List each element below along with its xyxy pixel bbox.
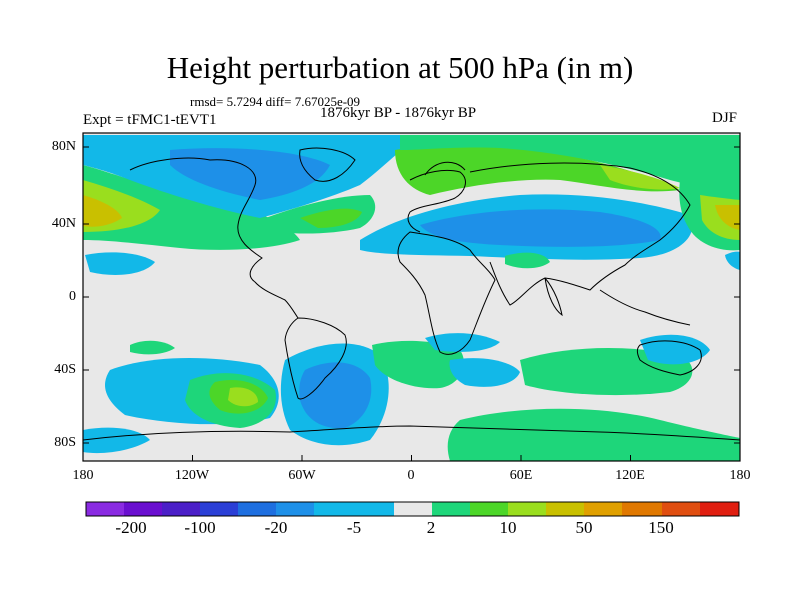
- colorbar-label: -20: [264, 518, 288, 537]
- experiment-label: Expt = tFMC1-tEVT1: [83, 112, 217, 128]
- contour-indian-blue: [425, 333, 500, 352]
- lon-label: 60E: [509, 468, 533, 483]
- lat-label: 0: [69, 289, 76, 304]
- lon-label: 120E: [615, 468, 645, 483]
- contour-gulf-blue: [85, 252, 155, 275]
- lat-label: 40S: [54, 362, 76, 377]
- contour-europe-green: [395, 144, 680, 195]
- rmsd-diff-stats: rmsd= 5.7294 diff= 7.67025e-09: [190, 94, 361, 109]
- contour-south-indian-blue: [449, 358, 520, 387]
- colorbar-box: [622, 502, 662, 516]
- colorbar-box: [394, 502, 432, 516]
- contour-north-pacific-peak: [83, 195, 122, 227]
- contour-south-pacific-peak: [228, 387, 258, 407]
- colorbar-box: [584, 502, 622, 516]
- coast-africa: [397, 231, 496, 355]
- coast-asia: [469, 162, 691, 306]
- contour-europe-core: [600, 165, 680, 190]
- coastlines: [83, 147, 740, 441]
- contour-arabia-green: [505, 252, 550, 269]
- coast-europe: [407, 169, 466, 233]
- contour-south-pacific-far-green: [600, 432, 720, 453]
- contour-south-pacific-small-green: [130, 340, 175, 355]
- colorbar-box: [354, 502, 394, 516]
- contour-north-america-core: [170, 148, 330, 200]
- contour-eurasia-core: [420, 209, 661, 247]
- colorbar-box: [314, 502, 354, 516]
- map-panel: [83, 133, 740, 461]
- colorbar: [85, 501, 740, 517]
- contour-southern-ocean-blue: [83, 427, 150, 454]
- contour-north-pacific-band: [83, 165, 300, 250]
- colorbar-label: 150: [648, 518, 674, 537]
- lat-label: 40N: [51, 216, 76, 231]
- colorbar-box: [162, 502, 200, 516]
- coast-australia: [636, 340, 702, 376]
- lon-label: 120W: [174, 468, 210, 483]
- colorbar-box: [238, 502, 276, 516]
- colorbar-box: [662, 502, 700, 516]
- coast-south-america: [284, 317, 347, 400]
- colorbar-label: -100: [184, 518, 216, 537]
- colorbar-label: 50: [575, 518, 593, 537]
- contour-australia-blue: [640, 334, 710, 365]
- colorbar-box: [86, 502, 124, 516]
- colorbar-box: [124, 502, 162, 516]
- contour-arctic-europe-green: [400, 135, 740, 200]
- lon-label: 180: [72, 468, 94, 483]
- contour-east-pacific-peak: [715, 205, 740, 230]
- colorbar-box: [432, 502, 470, 516]
- plot-title: Height perturbation at 500 hPa (in m): [166, 50, 634, 85]
- coast-north-america: [129, 157, 299, 319]
- coast-southeast-asia: [599, 289, 691, 326]
- contour-south-atlantic-core: [299, 362, 372, 429]
- colorbar-box: [508, 502, 546, 516]
- colorbar-label: -200: [115, 518, 147, 537]
- map-ticks: [82, 146, 741, 461]
- colorbar-label: -5: [346, 518, 362, 537]
- coast-scandinavia: [424, 161, 466, 176]
- colorbar-label: 10: [499, 518, 517, 537]
- colorbar-label: 2: [426, 518, 436, 537]
- lat-label: 80N: [51, 139, 76, 154]
- coast-india: [544, 277, 563, 317]
- colorbar-frame: [85, 501, 740, 517]
- season-label: DJF: [712, 110, 738, 126]
- lon-label: 180: [729, 468, 751, 483]
- period-label: 1876kyr BP - 1876kyr BP: [320, 105, 477, 121]
- contour-atlantic-core: [300, 208, 362, 228]
- colorbar-box: [470, 502, 508, 516]
- coast-antarctica: [83, 425, 740, 441]
- colorbar-box: [700, 502, 739, 516]
- colorbar-box: [546, 502, 584, 516]
- lat-label: 80S: [54, 435, 76, 450]
- lon-label: 0: [407, 468, 415, 483]
- colorbar-box: [200, 502, 238, 516]
- contour-pacific-blue-small: [725, 251, 740, 270]
- coast-greenland: [299, 147, 356, 182]
- colorbar-box: [276, 502, 314, 516]
- lon-label: 60W: [288, 468, 316, 483]
